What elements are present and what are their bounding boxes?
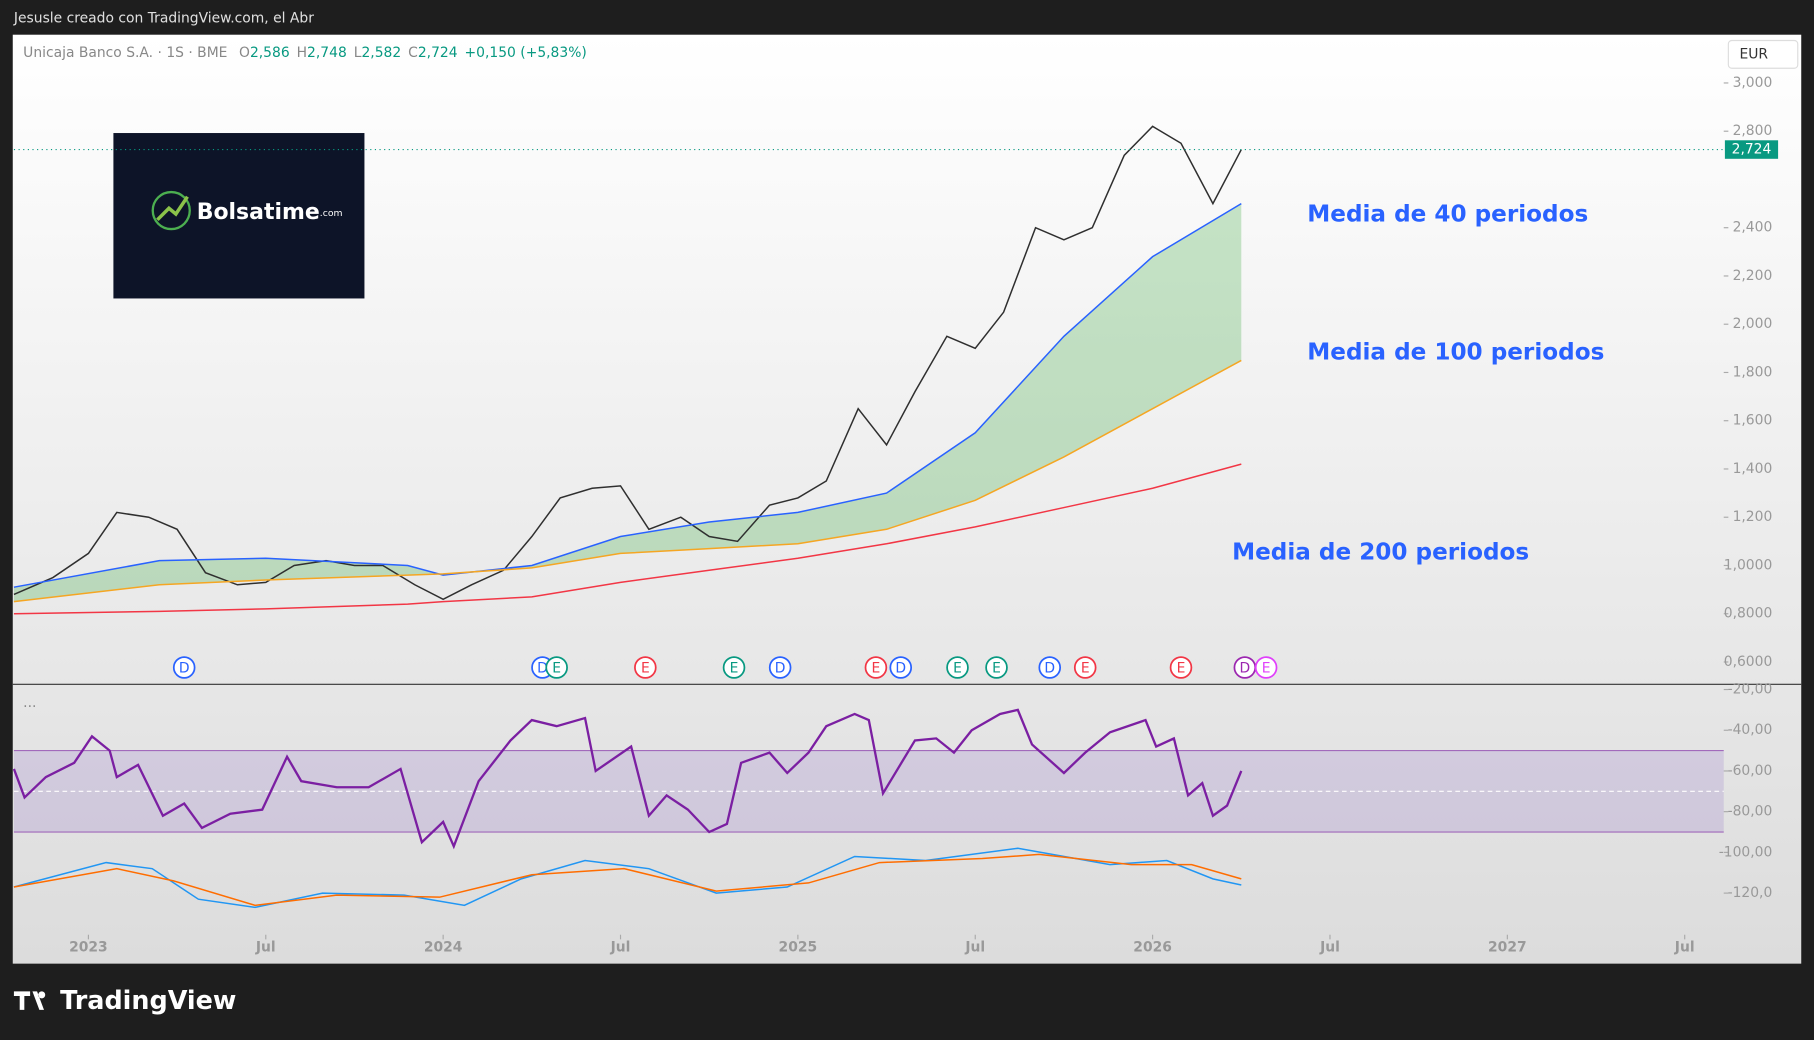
annotation: Media de 200 periodos — [1232, 539, 1529, 565]
event-label: E — [641, 661, 650, 677]
header-title: Jesusle creado con TradingView.com, el A… — [13, 11, 314, 27]
indicator-menu[interactable]: ··· — [23, 699, 36, 715]
ohlc-key: O — [239, 45, 250, 61]
x-tick-label: Jul — [964, 939, 985, 955]
y-tick-label: 1,400 — [1733, 461, 1773, 477]
legend-header: Unicaja Banco S.A. · 1S · BME O2,586 H2,74… — [23, 45, 587, 61]
y-tick-label: 1,600 — [1733, 413, 1773, 429]
series-line — [13, 853, 1242, 907]
event-label: E — [1177, 661, 1186, 677]
event-label: D — [179, 661, 190, 677]
footer-title: TradingView — [60, 986, 236, 1016]
event-label: E — [730, 661, 739, 677]
ohlc-value: 2,724 — [418, 45, 458, 61]
series-line — [13, 847, 1242, 909]
event-marker — [946, 656, 969, 679]
logo-text: Bolsatime.com — [197, 200, 343, 225]
event-label: D — [775, 661, 786, 677]
logo-suffix: .com — [320, 207, 343, 218]
y-tick-label: 2,200 — [1733, 268, 1773, 284]
change: +0,150 (+5,83%) — [465, 45, 587, 61]
ohlc-value: 2,586 — [250, 45, 290, 61]
y-tick-label: 1,200 — [1733, 509, 1773, 525]
event-marker — [1038, 656, 1062, 679]
event-marker — [1169, 656, 1193, 679]
y-tick-label: -40,00 — [1728, 722, 1773, 738]
y-tick-label: 0,6000 — [1724, 654, 1773, 670]
x-tick-label: Jul — [1319, 939, 1340, 955]
ohlc-key: L — [354, 45, 362, 61]
event-label: E — [953, 661, 962, 677]
event-label: E — [1262, 661, 1271, 677]
event-label: E — [1081, 661, 1090, 677]
ohlc: O2,586 H2,748 L2,582 C2,724 — [239, 45, 458, 61]
event-marker — [1073, 656, 1097, 679]
currency-button[interactable] — [1727, 39, 1799, 69]
series-line — [13, 463, 1242, 615]
x-tick-label: Jul — [1674, 939, 1695, 955]
event-label: E — [872, 661, 881, 677]
ohlc-value: 2,582 — [361, 45, 401, 61]
y-tick-label: -60,00 — [1728, 763, 1773, 779]
event-label: D — [1044, 661, 1055, 677]
event-marker — [1254, 656, 1278, 679]
x-tick-label: 2027 — [1488, 939, 1527, 955]
ohlc-key: C — [408, 45, 418, 61]
event-label: E — [992, 661, 1001, 677]
event-marker — [722, 656, 746, 679]
x-tick-label: Jul — [255, 939, 276, 955]
y-tick-label: 2,400 — [1733, 220, 1773, 236]
event-label: D — [895, 661, 906, 677]
y-tick-label: 1,800 — [1733, 364, 1773, 380]
x-tick-label: 2023 — [69, 939, 108, 955]
y-tick-label: -80,00 — [1728, 804, 1773, 820]
event-marker — [864, 656, 888, 679]
event-marker — [634, 656, 657, 679]
y-tick-label: 1,0000 — [1724, 557, 1773, 573]
y-tick-label: 3,000 — [1733, 75, 1773, 91]
y-tick-label: -100,00 — [1719, 844, 1773, 860]
currency[interactable]: EUR — [1740, 46, 1769, 62]
logo-name: Bolsatime — [197, 200, 320, 225]
series-line — [13, 202, 1242, 588]
logo-icon — [151, 190, 191, 231]
price-tag-label: 2,724 — [1732, 142, 1772, 158]
x-tick-label: 2025 — [779, 939, 818, 955]
y-tick-label: 0,8000 — [1724, 606, 1773, 622]
event-marker — [172, 656, 196, 679]
footer-logo — [13, 991, 46, 1010]
ohlc-key: H — [297, 45, 307, 61]
y-tick-label: 2,000 — [1733, 316, 1773, 332]
ma-fill — [13, 203, 1242, 602]
ohlc-value: 2,748 — [307, 45, 347, 61]
price-tag — [1724, 140, 1779, 159]
event-marker — [889, 656, 913, 679]
x-tick-label: 2024 — [424, 939, 463, 955]
event-label: D — [1239, 661, 1250, 677]
event-label: D — [537, 661, 548, 677]
logo-box — [113, 133, 365, 299]
y-tick-label: -120,0 — [1728, 885, 1773, 901]
x-tick-label: 2026 — [1133, 939, 1172, 955]
event-marker — [545, 656, 568, 679]
series-line — [12, 708, 1243, 850]
y-tick-label: 2,800 — [1733, 123, 1773, 139]
y-tick-label: -20,00 — [1728, 682, 1773, 698]
x-tick-label: Jul — [610, 939, 631, 955]
event-label: E — [552, 661, 561, 677]
series-line — [13, 359, 1242, 603]
symbol: Unicaja Banco S.A. · 1S · BME — [23, 45, 227, 61]
series-line — [13, 125, 1242, 601]
annotation: Media de 40 periodos — [1307, 202, 1588, 228]
event-marker — [985, 656, 1008, 679]
event-marker — [768, 656, 792, 679]
annotation: Media de 100 periodos — [1307, 339, 1604, 365]
